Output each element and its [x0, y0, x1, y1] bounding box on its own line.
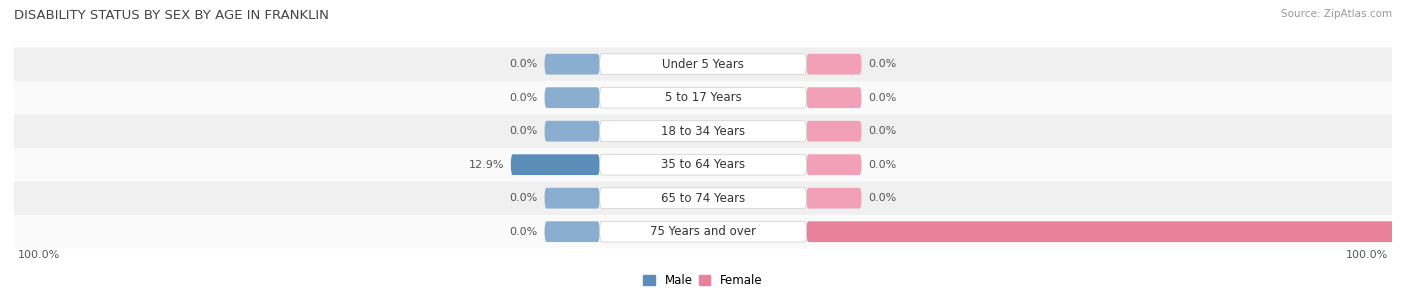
Text: 0.0%: 0.0%: [509, 93, 537, 103]
Text: DISABILITY STATUS BY SEX BY AGE IN FRANKLIN: DISABILITY STATUS BY SEX BY AGE IN FRANK…: [14, 9, 329, 22]
FancyBboxPatch shape: [544, 54, 599, 74]
FancyBboxPatch shape: [14, 114, 1392, 148]
Text: Source: ZipAtlas.com: Source: ZipAtlas.com: [1281, 9, 1392, 19]
Text: 35 to 64 Years: 35 to 64 Years: [661, 158, 745, 171]
Text: 65 to 74 Years: 65 to 74 Years: [661, 192, 745, 205]
Text: 0.0%: 0.0%: [869, 59, 897, 69]
Text: 5 to 17 Years: 5 to 17 Years: [665, 91, 741, 104]
FancyBboxPatch shape: [14, 81, 1392, 114]
FancyBboxPatch shape: [544, 87, 599, 108]
FancyBboxPatch shape: [14, 181, 1392, 215]
FancyBboxPatch shape: [544, 121, 599, 142]
FancyBboxPatch shape: [807, 188, 862, 209]
FancyBboxPatch shape: [544, 188, 599, 209]
FancyBboxPatch shape: [807, 221, 1406, 242]
FancyBboxPatch shape: [14, 47, 1392, 81]
Text: 100.0%: 100.0%: [17, 250, 59, 260]
Text: Under 5 Years: Under 5 Years: [662, 58, 744, 71]
FancyBboxPatch shape: [14, 215, 1392, 249]
Text: 0.0%: 0.0%: [509, 59, 537, 69]
Text: 0.0%: 0.0%: [509, 126, 537, 136]
FancyBboxPatch shape: [807, 54, 862, 74]
FancyBboxPatch shape: [599, 121, 807, 142]
FancyBboxPatch shape: [599, 188, 807, 209]
FancyBboxPatch shape: [807, 121, 862, 142]
FancyBboxPatch shape: [510, 154, 599, 175]
Text: 0.0%: 0.0%: [869, 193, 897, 203]
FancyBboxPatch shape: [599, 154, 807, 175]
Text: 18 to 34 Years: 18 to 34 Years: [661, 125, 745, 138]
FancyBboxPatch shape: [544, 221, 599, 242]
Text: 0.0%: 0.0%: [869, 93, 897, 103]
FancyBboxPatch shape: [599, 221, 807, 242]
Text: 0.0%: 0.0%: [869, 126, 897, 136]
Text: 0.0%: 0.0%: [509, 227, 537, 237]
Text: 12.9%: 12.9%: [468, 160, 503, 170]
Text: 0.0%: 0.0%: [509, 193, 537, 203]
FancyBboxPatch shape: [807, 154, 862, 175]
FancyBboxPatch shape: [807, 87, 862, 108]
Text: 100.0%: 100.0%: [1347, 250, 1389, 260]
FancyBboxPatch shape: [599, 54, 807, 74]
FancyBboxPatch shape: [599, 87, 807, 108]
Text: 75 Years and over: 75 Years and over: [650, 225, 756, 238]
Legend: Male, Female: Male, Female: [641, 271, 765, 289]
FancyBboxPatch shape: [14, 148, 1392, 181]
Text: 0.0%: 0.0%: [869, 160, 897, 170]
